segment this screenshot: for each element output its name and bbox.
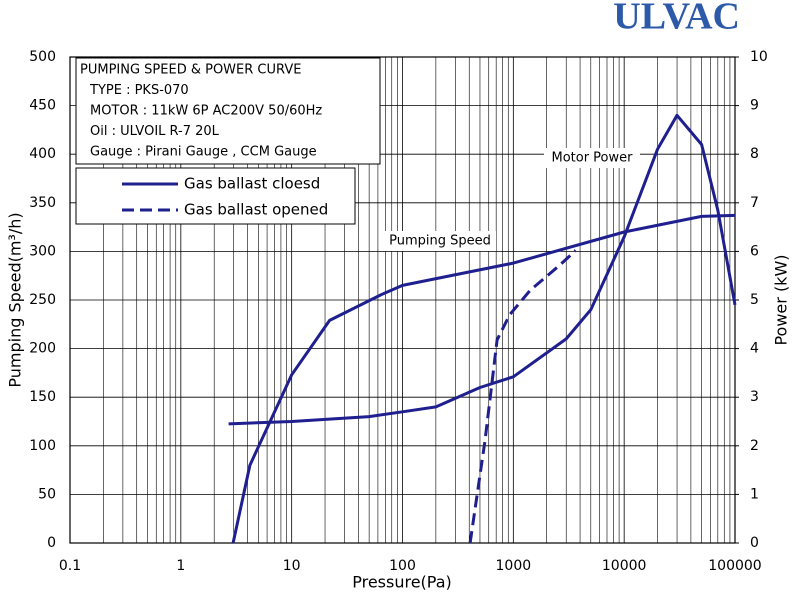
y-tick-label: 150 [29,389,56,405]
info: PUMPING SPEED & POWER CURVE TYPE : PKS-07… [80,63,322,160]
annotation: Pumping Speed [389,234,491,249]
y-tick-label: 400 [29,146,56,162]
annotation: Motor Power [551,151,633,166]
x-tick-label: 0.1 [59,558,81,574]
legend-box [75,167,356,225]
y-tick-label: 300 [29,243,56,259]
y2-tick-label: 8 [750,146,759,162]
y2-tick-label: 7 [750,195,759,211]
y2-tick-label: 4 [750,341,759,357]
y2-tick-label: 2 [750,438,759,454]
series-line [228,113,737,426]
y-tick-label: 250 [29,292,56,308]
y2-tick-label: 6 [750,243,759,259]
lines [228,113,737,544]
x-tick-label: 1 [176,558,185,574]
y-tick-label: 450 [29,98,56,114]
y-tick-label: 100 [29,438,56,454]
brand-logo: ULVAC [613,0,740,38]
y2-tick-label: 5 [750,292,759,308]
annotation-bg [544,148,640,168]
series-line [231,213,736,544]
info-box [75,57,381,165]
y2-tick-label: 0 [750,535,759,551]
y-tick-label: 350 [29,195,56,211]
legend: Gas ballast cloesd Gas ballast opened [122,175,328,219]
x-tick-label: 10000 [602,558,647,574]
x-tick-label: 100 [389,558,416,574]
info-line: Oil : ULVOIL R-7 20L [90,124,220,139]
y2-tick-label: 10 [750,49,768,65]
x-tick-label: 100000 [708,558,761,574]
info-line: PUMPING SPEED & POWER CURVE [80,63,301,78]
legend-label: Gas ballast opened [184,201,328,219]
annotation-bg [384,231,496,251]
y-tick-label: 200 [29,341,56,357]
y-tick-label: 0 [47,535,56,551]
info-line: MOTOR : 11kW 6P AC200V 50/60Hz [90,104,322,119]
y2-tick-label: 9 [750,98,759,114]
info-line: Gauge : Pirani Gauge , CCM Gauge [90,145,317,160]
y2-axis-label: Power (kW) [772,254,791,345]
y2-tick-label: 1 [750,486,759,502]
y-axis-label: Pumping Speed(m³/h) [6,212,25,387]
y2-tick-label: 3 [750,389,759,405]
x-tick-label: 10 [283,558,301,574]
x-axis-label: Pressure(Pa) [352,573,452,592]
x-tick-label: 1000 [496,558,532,574]
info-line: TYPE : PKS-070 [89,83,189,98]
y-tick-label: 500 [29,49,56,65]
legend-label: Gas ballast cloesd [184,175,320,193]
y-tick-label: 50 [38,486,56,502]
